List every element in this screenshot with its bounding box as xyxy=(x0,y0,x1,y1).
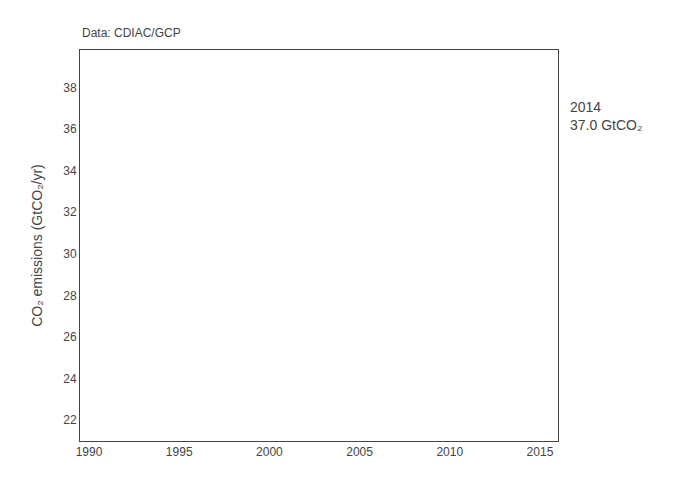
svg-text:1995: 1995 xyxy=(166,445,193,459)
svg-text:38: 38 xyxy=(63,81,77,95)
svg-text:Data: CDIAC/GCP: Data: CDIAC/GCP xyxy=(82,26,181,40)
svg-text:2000: 2000 xyxy=(256,445,283,459)
svg-text:2005: 2005 xyxy=(346,445,373,459)
svg-text:26: 26 xyxy=(63,330,77,344)
svg-text:30: 30 xyxy=(63,247,77,261)
svg-text:28: 28 xyxy=(63,289,77,303)
svg-text:201437.0 GtCO₂: 201437.0 GtCO₂ xyxy=(570,99,642,133)
svg-text:1990: 1990 xyxy=(76,445,103,459)
svg-text:34: 34 xyxy=(63,164,77,178)
svg-text:2015: 2015 xyxy=(527,445,554,459)
svg-text:24: 24 xyxy=(63,372,77,386)
svg-text:2010: 2010 xyxy=(436,445,463,459)
svg-text:22: 22 xyxy=(63,413,77,427)
svg-text:36: 36 xyxy=(63,122,77,136)
svg-text:32: 32 xyxy=(63,205,77,219)
svg-text:CO₂ emissions (GtCO₂/yr): CO₂ emissions (GtCO₂/yr) xyxy=(29,164,45,327)
